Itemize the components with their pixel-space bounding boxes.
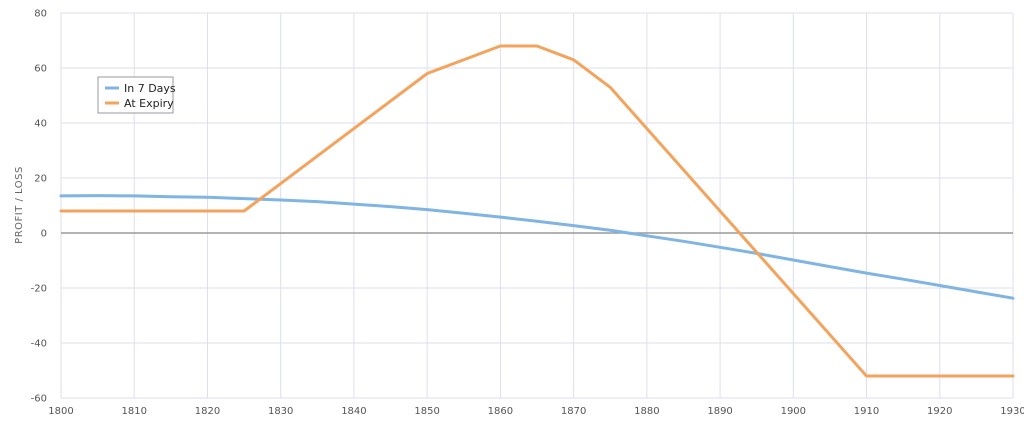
x-tick-label: 1840 xyxy=(341,406,366,417)
x-tick-label: 1870 xyxy=(561,406,586,417)
x-tick-label: 1890 xyxy=(707,406,732,417)
y-tick-label: 40 xyxy=(34,119,47,130)
x-tick-label: 1920 xyxy=(927,406,952,417)
grid xyxy=(60,12,1014,399)
legend-label: At Expiry xyxy=(124,97,174,110)
x-tick-label: 1900 xyxy=(781,406,806,417)
legend: In 7 Days At Expiry xyxy=(97,76,176,114)
y-axis: 80 60 40 20 0 -20 -40 -60 xyxy=(31,9,47,405)
y-tick-label: 20 xyxy=(34,174,47,185)
y-axis-label: PROFIT / LOSS xyxy=(14,166,25,244)
series-line-0 xyxy=(59,194,1015,300)
x-tick-label: 1800 xyxy=(48,406,73,417)
x-axis: 1800 1810 1820 1830 1840 1850 1860 1870 1880 1890… xyxy=(48,406,1024,417)
x-tick-label: 1910 xyxy=(854,406,879,417)
y-tick-label: -20 xyxy=(31,284,47,295)
y-tick-label: -40 xyxy=(31,339,47,350)
y-tick-label: 80 xyxy=(34,9,47,20)
x-tick-label: 1810 xyxy=(122,406,147,417)
y-tick-label: 0 xyxy=(41,229,47,240)
x-tick-label: 1880 xyxy=(634,406,659,417)
series-line-1 xyxy=(59,44,1015,378)
x-tick-label: 1850 xyxy=(414,406,439,417)
series-lines xyxy=(59,44,1015,378)
legend-box xyxy=(97,76,174,114)
x-tick-label: 1820 xyxy=(195,406,220,417)
x-tick-label: 1930 xyxy=(1000,406,1024,417)
x-tick-label: 1830 xyxy=(268,406,293,417)
y-tick-label: 60 xyxy=(34,64,47,75)
legend-label: In 7 Days xyxy=(124,82,176,95)
y-tick-label: -60 xyxy=(31,394,47,405)
x-tick-label: 1860 xyxy=(488,406,513,417)
